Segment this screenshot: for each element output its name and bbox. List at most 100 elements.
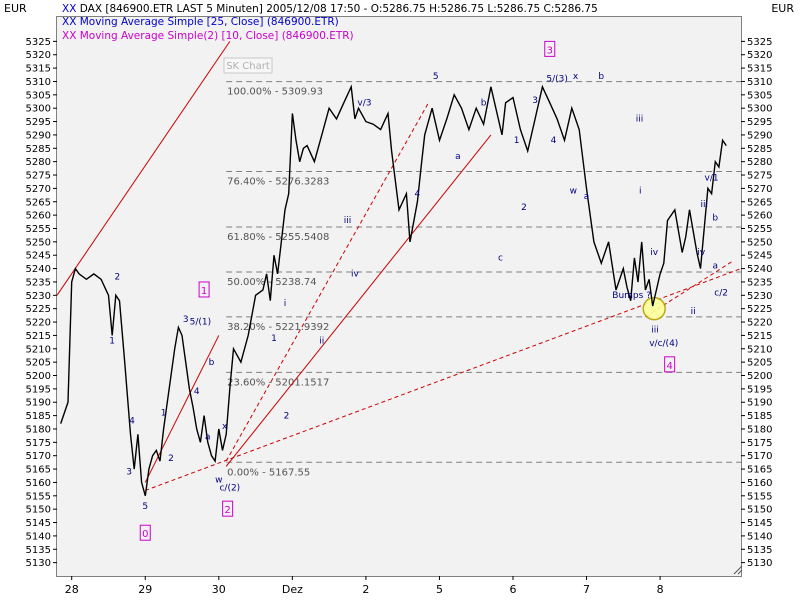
wave-label: iv: [351, 270, 360, 280]
y-tick-label-left: 5280: [26, 157, 51, 168]
y-tick-label-left: 5140: [26, 531, 51, 542]
y-tick-label-left: 5180: [26, 424, 51, 435]
y-tick-label-right: 5200: [747, 371, 772, 382]
wave-label: 2: [284, 411, 290, 421]
y-tick-label-left: 5260: [26, 211, 51, 222]
legend-ma25-label: Moving Average Simple [25, Close] (84690…: [79, 16, 339, 28]
y-tick-label-left: 5145: [26, 518, 51, 529]
boxed-wave-frame: [222, 500, 234, 517]
y-tick-label-left: 5175: [26, 438, 51, 449]
y-tick-label-right: 5175: [747, 438, 772, 449]
wave-label: 5: [142, 502, 148, 512]
wave-label: b: [598, 72, 604, 82]
y-tick-label-right: 5220: [747, 318, 772, 329]
y-tick-label-right: 5275: [747, 171, 772, 182]
wave-label: iv: [650, 248, 659, 258]
y-tick-label-right: 5170: [747, 451, 772, 462]
wave-label: iii: [651, 326, 659, 336]
y-tick-label-left: 5240: [26, 264, 51, 275]
symbol-title: XX DAX [846900.ETR LAST 5 Minuten] 2005/…: [62, 3, 598, 15]
y-tick-label-left: 5315: [26, 64, 51, 75]
boxed-wave-frame: [544, 40, 556, 57]
wave-label: b: [481, 99, 487, 109]
y-tick-label-right: 5225: [747, 304, 772, 315]
y-tick-label-left: 5250: [26, 237, 51, 248]
boxed-wave-frame: [198, 281, 210, 298]
y-tick-label-right: 5260: [747, 211, 772, 222]
fib-level-label: 76.40% - 5276.3283: [227, 176, 329, 187]
fib-level-label: 100.00% - 5309.93: [227, 87, 323, 98]
boxed-wave-label: 3: [547, 45, 553, 56]
wave-label: i: [639, 187, 642, 197]
wave-label: x: [222, 422, 228, 432]
x-tick-label: 2: [362, 583, 369, 596]
fib-level-label: 23.60% - 5201.1517: [227, 377, 329, 388]
y-tick-label-left: 5225: [26, 304, 51, 315]
y-tick-label-right: 5235: [747, 277, 772, 288]
title-bar: EUR EUR: [0, 0, 800, 18]
wave-label: 5/(3): [546, 74, 568, 84]
y-tick-label-left: 5230: [26, 291, 51, 302]
y-tick-label-right: 5285: [747, 144, 772, 155]
legend-marker-ma25: XX: [62, 16, 77, 28]
x-tick-label: 6: [510, 583, 517, 596]
legend-ma10-label: Moving Average Simple(2) [10, Close] (84…: [79, 30, 354, 42]
y-tick-label-left: 5130: [26, 558, 51, 569]
wave-label: 5/(1): [190, 318, 212, 328]
x-tick-label: Dez: [282, 583, 303, 596]
fib-level-label: 61.80% - 5255.5408: [227, 232, 329, 243]
legend-marker-ma10: XX: [62, 30, 77, 42]
wave-label: ii: [691, 307, 696, 317]
y-tick-label-left: 5210: [26, 344, 51, 355]
y-tick-label-right: 5230: [747, 291, 772, 302]
y-tick-label-right: 5290: [747, 130, 772, 141]
boxed-wave-frame: [139, 524, 151, 541]
x-tick-label: 29: [138, 583, 152, 596]
wave-label: 3: [532, 96, 538, 106]
y-tick-label-right: 5255: [747, 224, 772, 235]
y-tick-label-left: 5300: [26, 104, 51, 115]
price-line: [60, 84, 727, 496]
y-tick-label-right: 5325: [747, 37, 772, 48]
x-tick-label: 30: [212, 583, 226, 596]
y-tick-label-left: 5165: [26, 465, 51, 476]
y-tick-label-right: 5300: [747, 104, 772, 115]
legend-ma10: XX Moving Average Simple(2) [10, Close] …: [62, 30, 354, 42]
wave-label: c/2: [714, 288, 728, 298]
y-tick-label-right: 5140: [747, 531, 772, 542]
trendline: [144, 335, 220, 483]
boxed-wave-label: 0: [142, 529, 148, 540]
boxed-wave-frame: [664, 356, 676, 373]
y-tick-label-left: 5155: [26, 491, 51, 502]
wave-label: 1: [514, 136, 520, 146]
y-tick-label-left: 5320: [26, 50, 51, 61]
y-tick-label-right: 5240: [747, 264, 772, 275]
wave-label: 2: [521, 203, 527, 213]
y-tick-label-right: 5205: [747, 358, 772, 369]
y-tick-label-right: 5150: [747, 505, 772, 516]
boxed-wave-label: 4: [666, 361, 672, 372]
y-tick-label-left: 5135: [26, 545, 51, 556]
wave-label: iii: [344, 216, 352, 226]
y-tick-label-left: 5310: [26, 77, 51, 88]
wave-label: 1: [161, 409, 167, 419]
wave-label: b: [712, 213, 718, 223]
wave-label: a: [455, 152, 461, 162]
y-tick-label-left: 5245: [26, 251, 51, 262]
y-tick-label-right: 5215: [747, 331, 772, 342]
y-tick-label-right: 5180: [747, 424, 772, 435]
wave-label: a: [713, 262, 719, 272]
wave-label: v/c/(4): [649, 339, 678, 349]
y-tick-label-right: 5195: [747, 384, 772, 395]
wave-label: 4: [415, 189, 421, 199]
wave-label: 1: [271, 334, 277, 344]
y-tick-label-left: 5170: [26, 451, 51, 462]
y-tick-label-left: 5205: [26, 358, 51, 369]
y-tick-label-right: 5185: [747, 411, 772, 422]
y-tick-label-left: 5295: [26, 117, 51, 128]
y-tick-label-left: 5235: [26, 277, 51, 288]
trendline-dashed: [145, 268, 742, 491]
currency-label-right: EUR: [771, 2, 794, 15]
